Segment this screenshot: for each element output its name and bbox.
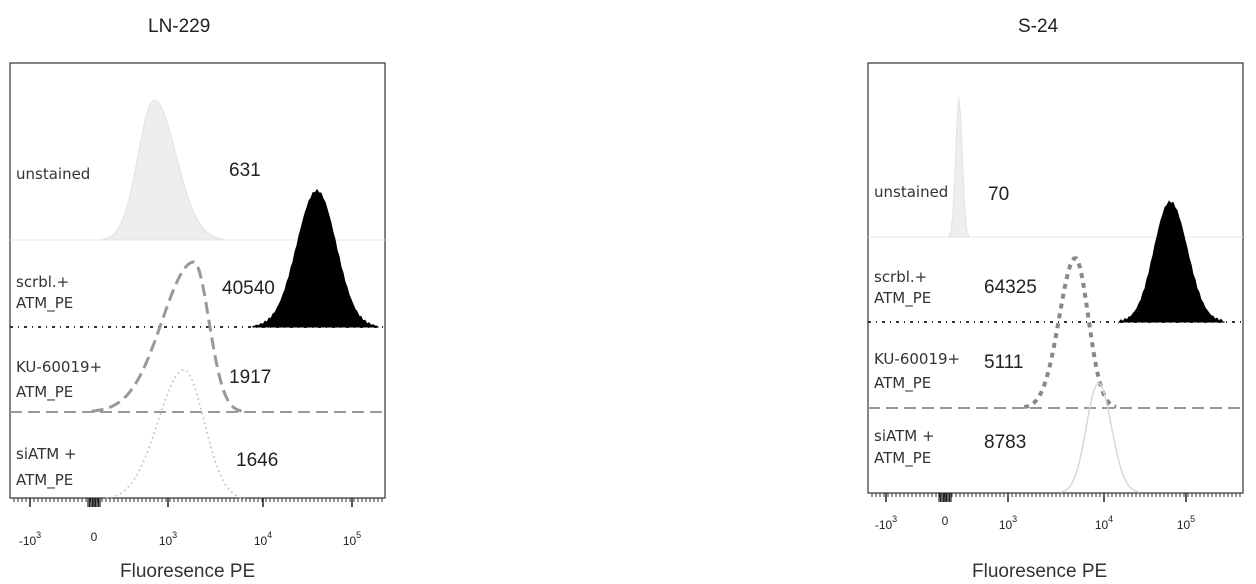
row-label-siatm-1: siATM +: [16, 445, 77, 463]
row-label-scrbl-2: ATM_PE: [16, 294, 74, 312]
x-tick-label-neg1000: -103: [874, 514, 898, 532]
chart-title: S-24: [1018, 16, 1059, 37]
value-label-siatm: 8783: [984, 432, 1027, 453]
x-tick-label-0: 0: [90, 530, 98, 544]
value-label-unstained: 70: [988, 184, 1010, 205]
chart-title: LN-229: [148, 16, 211, 37]
row-label-ku-1: KU-60019+: [874, 350, 961, 368]
histogram-siatm: [100, 369, 248, 500]
x-tick-label-1e5: 105: [1176, 514, 1196, 532]
x-tick-label-1e4: 104: [1094, 514, 1114, 532]
value-label-scrbl: 64325: [984, 277, 1037, 298]
row-label-siatm-1: siATM +: [874, 427, 935, 445]
value-label-siatm: 1646: [236, 450, 279, 471]
value-label-ku: 1917: [229, 367, 272, 388]
histogram-ku: [1023, 256, 1117, 410]
x-tick-label-1e5: 105: [342, 530, 362, 548]
chart-ln229: LN-229 unstained scrbl.+ ATM_PE KU-60019…: [0, 0, 400, 584]
x-tick-label-1e3: 103: [998, 514, 1018, 532]
x-tick-label-1e3: 103: [158, 530, 178, 548]
row-label-ku-2: ATM_PE: [874, 374, 932, 392]
histogram-scrbl: [1118, 200, 1225, 325]
histogram-plot: [9, 62, 386, 507]
row-label-siatm-2: ATM_PE: [16, 471, 74, 489]
row-label-ku-1: KU-60019+: [16, 358, 103, 376]
row-label-scrbl-1: scrbl.+: [16, 273, 70, 291]
histogram-siatm: [1059, 382, 1141, 493]
row-label-unstained: unstained: [874, 183, 949, 201]
chart-s24: S-24 unstained scrbl.+ ATM_PE KU-60019+ …: [856, 0, 1256, 584]
value-label-ku: 5111: [984, 352, 1024, 373]
row-label-unstained: unstained: [16, 165, 91, 183]
histogram-unstained: [102, 99, 227, 241]
x-tick-label-0: 0: [941, 514, 949, 528]
histogram-unstained: [948, 97, 970, 238]
histogram-ku: [91, 260, 242, 413]
value-label-scrbl: 40540: [222, 278, 275, 299]
row-label-ku-2: ATM_PE: [16, 383, 74, 401]
row-label-siatm-2: ATM_PE: [874, 449, 932, 467]
x-tick-label-neg1000: -103: [18, 530, 42, 548]
row-label-scrbl-2: ATM_PE: [874, 289, 932, 307]
x-axis-label: Fluoresence PE: [120, 561, 256, 582]
histogram-scrbl: [252, 188, 379, 328]
x-tick-label-1e4: 104: [253, 530, 273, 548]
row-label-scrbl-1: scrbl.+: [874, 268, 928, 286]
value-label-unstained: 631: [229, 160, 261, 181]
histogram-plot: [867, 62, 1244, 502]
x-axis-label: Fluoresence PE: [972, 561, 1108, 582]
